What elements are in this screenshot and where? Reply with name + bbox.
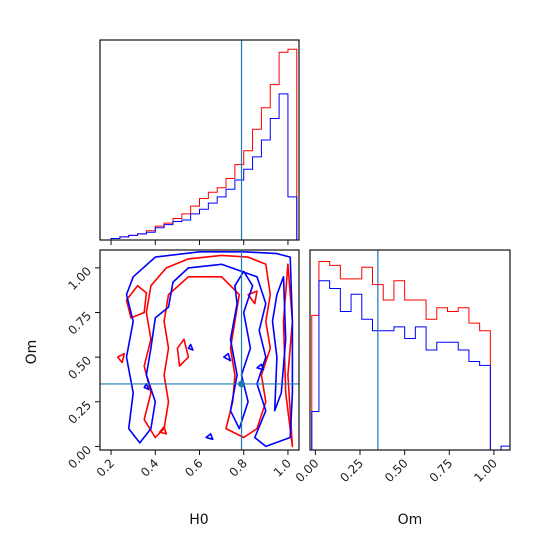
h0-hist-series-0 [110,48,298,240]
contour-y-tick-label: 0.00 [65,443,94,472]
contour-0-5 [158,425,168,435]
om-hist-frame [309,249,511,451]
contour-0-3 [176,338,190,367]
x-axis-label-h0: H0 [189,512,208,528]
contour-truth-marker [238,380,246,388]
contour-0-2 [125,284,148,319]
h0-histogram-panel [99,39,300,245]
om-histogram-panel: 0.00 0.25 0.50 0.75 1.00 [293,249,511,485]
h0-hist-series-1 [110,93,298,240]
contour-1-5 [143,383,150,391]
contour-0-4 [247,290,258,305]
h0-om-contour-panel: 0.2 0.4 0.6 0.8 1.0 0.00 0.25 0.50 0.75 1.00 [65,249,300,480]
contour-y-tick-label: 0.25 [65,398,94,427]
y-axis-label-om: Om [24,340,40,365]
contour-1-1 [229,270,254,430]
contour-y-tick-label: 0.50 [65,353,94,382]
om-x-tick-label: 0.25 [337,456,366,485]
contour-0-6 [116,352,126,364]
contour-1-3 [187,343,194,351]
contour-y-tick-label: 0.75 [65,309,94,338]
contour-y-tick-label: 1.00 [65,264,94,293]
contour-1-4 [223,352,232,362]
om-x-tick-label: 0.75 [427,456,456,485]
contour-x-tick-label: 0.6 [182,456,205,479]
contour-1-7 [256,363,265,371]
om-hist-series-1 [311,280,511,451]
contour-x-tick-label: 0.4 [138,456,161,479]
contour-x-tick-label: 0.8 [226,456,249,479]
contour-1-6 [205,433,214,441]
contour-1-0 [125,251,294,448]
om-x-tick-label: 0.50 [382,456,411,485]
om-x-tick-label: 0.00 [293,456,322,485]
contour-1-2 [271,275,287,412]
om-x-tick-label: 1.00 [471,456,500,485]
om-hist-series-0 [311,261,510,451]
contour-x-tick-label: 1.0 [271,456,294,479]
x-axis-label-om: Om [398,512,423,528]
contour-x-tick-label: 0.2 [94,456,117,479]
h0-hist-frame [99,39,300,241]
